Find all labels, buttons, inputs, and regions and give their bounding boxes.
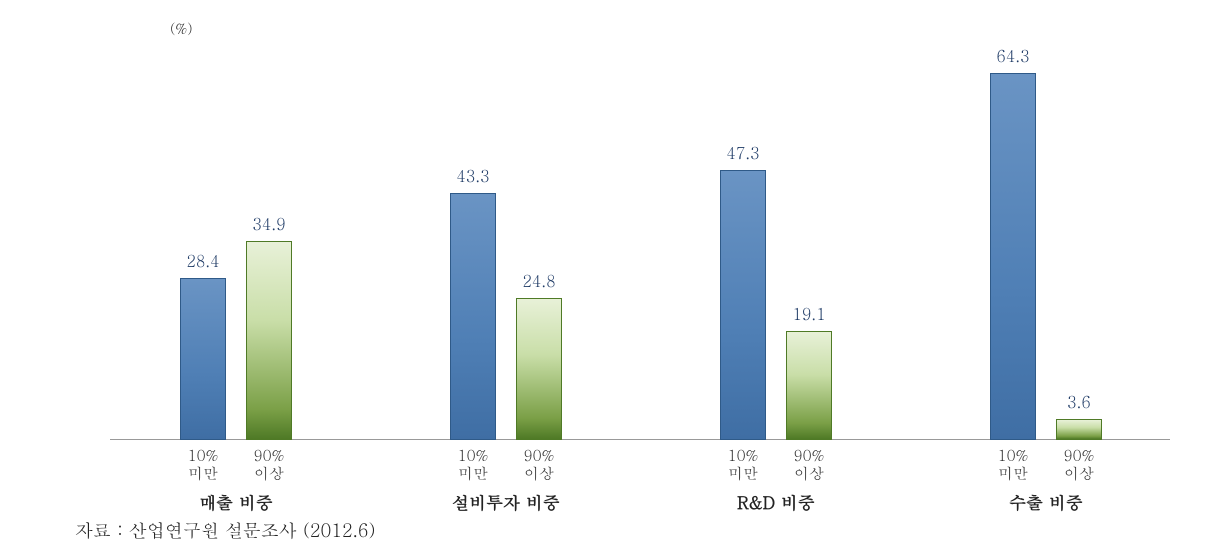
bar-under-10pct bbox=[450, 193, 496, 440]
chart-container: (%) 28.410% 미만34.990% 이상매출 비중43.310% 미만2… bbox=[110, 10, 1170, 500]
bar-value-label: 43.3 bbox=[433, 164, 513, 187]
plot-area: 28.410% 미만34.990% 이상매출 비중43.310% 미만24.89… bbox=[110, 40, 1170, 440]
bar-value-label: 19.1 bbox=[769, 302, 849, 325]
bar-over-90pct bbox=[516, 298, 562, 440]
category-label: 수출 비중 bbox=[946, 490, 1146, 514]
bar-sub-label: 90% 이상 bbox=[234, 447, 304, 485]
category-label: R&D 비중 bbox=[676, 490, 876, 514]
bar-value-label: 24.8 bbox=[499, 269, 579, 292]
category-label: 설비투자 비중 bbox=[406, 490, 606, 514]
bar-under-10pct bbox=[720, 170, 766, 440]
bar-value-label: 47.3 bbox=[703, 141, 783, 164]
bar-over-90pct bbox=[1056, 419, 1102, 440]
bar-value-label: 34.9 bbox=[229, 212, 309, 235]
bar-value-label: 64.3 bbox=[973, 44, 1053, 67]
bar-sub-label: 10% 미만 bbox=[438, 447, 508, 485]
bar-under-10pct bbox=[180, 278, 226, 440]
y-axis-unit: (%) bbox=[170, 18, 193, 38]
bar-over-90pct bbox=[786, 331, 832, 440]
bar-sub-label: 90% 이상 bbox=[774, 447, 844, 485]
bar-sub-label: 10% 미만 bbox=[978, 447, 1048, 485]
bar-under-10pct bbox=[990, 73, 1036, 440]
bar-sub-label: 90% 이상 bbox=[504, 447, 574, 485]
bar-sub-label: 10% 미만 bbox=[168, 447, 238, 485]
bar-sub-label: 10% 미만 bbox=[708, 447, 778, 485]
bar-value-label: 28.4 bbox=[163, 249, 243, 272]
category-label: 매출 비중 bbox=[136, 490, 336, 514]
bar-over-90pct bbox=[246, 241, 292, 440]
bar-value-label: 3.6 bbox=[1039, 390, 1119, 413]
source-citation: 자료 : 산업연구원 설문조사 (2012.6) bbox=[75, 518, 375, 543]
bar-sub-label: 90% 이상 bbox=[1044, 447, 1114, 485]
